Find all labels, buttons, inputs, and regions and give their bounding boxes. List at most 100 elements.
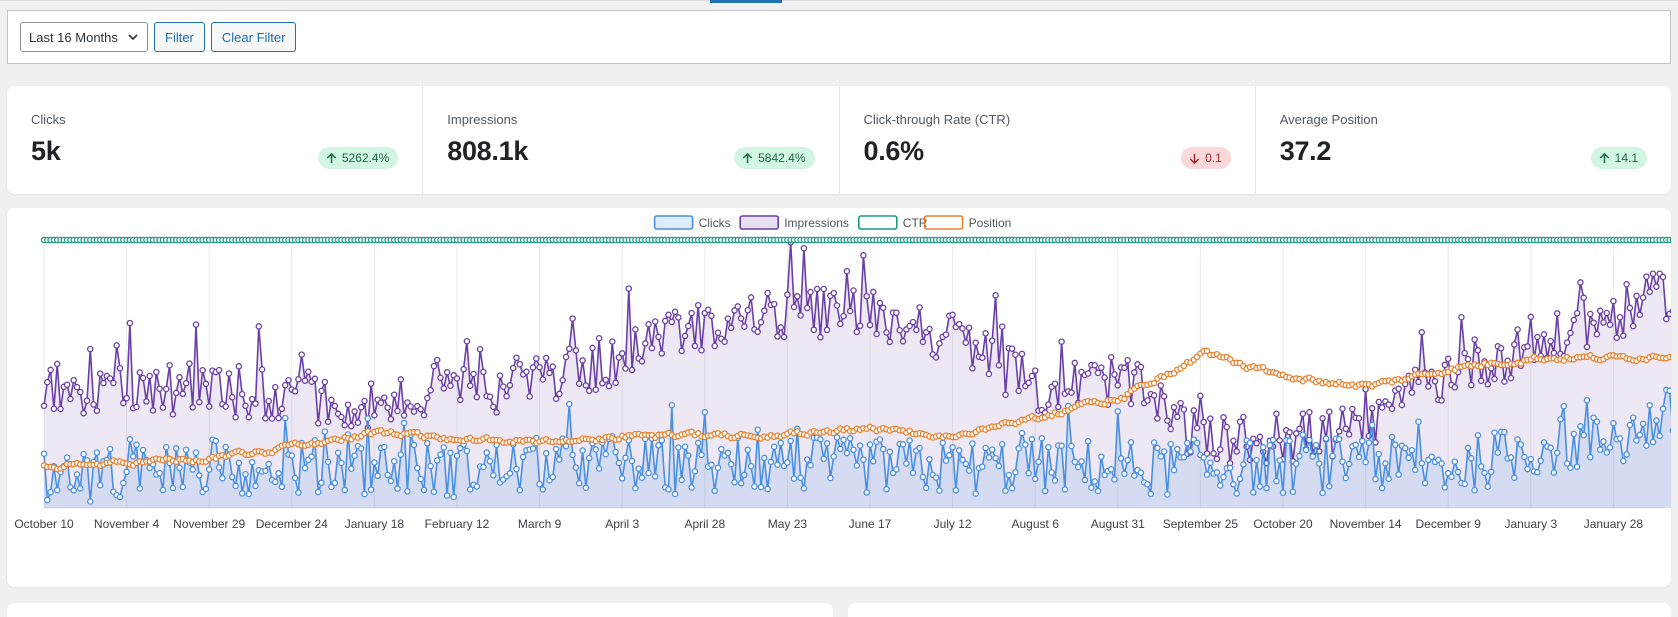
data-point <box>1230 481 1237 488</box>
data-point <box>1190 407 1198 414</box>
data-point <box>437 451 444 458</box>
data-point <box>585 454 593 462</box>
data-point <box>1646 402 1653 409</box>
data-point <box>238 390 246 398</box>
data-point <box>1084 370 1092 377</box>
data-point <box>721 338 728 345</box>
data-point <box>116 364 124 372</box>
data-point <box>866 441 874 448</box>
data-point <box>212 437 220 445</box>
change-badge: 5262.4% <box>317 147 399 169</box>
data-point <box>1524 465 1531 473</box>
legend-position[interactable]: Position <box>923 215 1012 230</box>
data-point <box>1170 404 1178 411</box>
data-point <box>196 472 203 479</box>
data-point <box>1418 329 1426 336</box>
data-point <box>1626 421 1634 429</box>
data-point <box>1567 464 1574 471</box>
data-point <box>301 377 309 384</box>
data-point <box>955 447 963 454</box>
x-tick-label: March 9 <box>518 517 562 531</box>
data-point <box>1474 432 1482 439</box>
arrow-down-icon <box>1189 153 1200 164</box>
period-select[interactable]: Last 16 Months <box>20 22 148 52</box>
data-point <box>595 465 603 472</box>
data-point <box>1144 480 1151 488</box>
data-point <box>536 363 543 371</box>
data-point <box>774 333 781 340</box>
data-point <box>1398 401 1406 409</box>
arrow-up-icon <box>1599 152 1609 163</box>
data-point <box>1183 439 1191 447</box>
data-point <box>671 490 679 498</box>
data-point <box>397 451 405 458</box>
data-point <box>1306 436 1313 444</box>
data-point <box>741 471 748 479</box>
data-point <box>357 404 365 411</box>
data-point <box>1577 279 1584 286</box>
data-point <box>433 457 441 464</box>
data-point <box>172 445 180 452</box>
data-point <box>1527 455 1535 463</box>
data-point <box>354 419 362 426</box>
data-point <box>120 479 127 487</box>
bottom-left-card <box>7 603 833 617</box>
data-point <box>946 452 953 459</box>
clear-filter-button[interactable]: Clear Filter <box>210 22 297 52</box>
data-point <box>919 338 927 346</box>
data-point <box>1596 307 1604 315</box>
data-point <box>965 467 973 474</box>
legend-clicks[interactable]: Clicks <box>653 215 731 230</box>
data-point <box>1540 439 1548 446</box>
data-point <box>1481 469 1488 477</box>
data-point <box>1438 397 1445 404</box>
data-point <box>618 475 626 482</box>
stat-average-position: Average Position 37.2 14.1 <box>1256 86 1671 194</box>
performance-chart: October 10 November 4 November 29 December … <box>14 215 1671 531</box>
data-point <box>1296 425 1303 433</box>
filter-button[interactable]: Filter <box>154 22 205 52</box>
data-point <box>1292 460 1300 468</box>
data-point <box>1187 448 1194 455</box>
data-point <box>1474 347 1482 354</box>
data-point <box>972 339 979 346</box>
data-point <box>840 312 847 320</box>
data-point <box>1127 439 1135 446</box>
data-point <box>1385 401 1392 408</box>
legend-ctr[interactable]: CTR <box>857 215 928 230</box>
data-point <box>291 388 299 395</box>
data-point <box>1015 387 1022 395</box>
legend-impressions[interactable]: Impressions <box>739 215 849 230</box>
data-point <box>490 403 497 411</box>
data-point <box>516 360 524 368</box>
data-point <box>272 478 279 486</box>
data-point <box>397 376 405 383</box>
data-point <box>285 376 292 384</box>
data-point <box>612 448 619 456</box>
data-point <box>1600 319 1607 326</box>
data-point <box>1345 431 1353 438</box>
data-point <box>159 486 167 494</box>
data-point <box>1563 339 1571 346</box>
data-point <box>1131 472 1138 479</box>
data-point <box>242 402 249 410</box>
data-point <box>1610 419 1617 427</box>
data-point <box>291 474 299 482</box>
data-point <box>1286 437 1293 445</box>
data-point <box>232 413 239 421</box>
legend-label: Clicks <box>699 216 731 230</box>
data-point <box>1669 427 1671 434</box>
data-point <box>965 324 973 331</box>
data-point <box>430 362 438 370</box>
data-point <box>387 416 395 423</box>
data-point <box>896 326 903 334</box>
x-tick-label: April 28 <box>684 517 725 531</box>
data-point <box>988 337 996 344</box>
stat-clicks: Clicks 5k 5262.4% <box>7 86 424 194</box>
data-point <box>503 392 510 400</box>
data-point <box>1659 273 1667 281</box>
data-point <box>162 443 170 451</box>
data-point <box>1273 477 1280 485</box>
data-point <box>90 401 97 408</box>
data-point <box>645 469 652 477</box>
